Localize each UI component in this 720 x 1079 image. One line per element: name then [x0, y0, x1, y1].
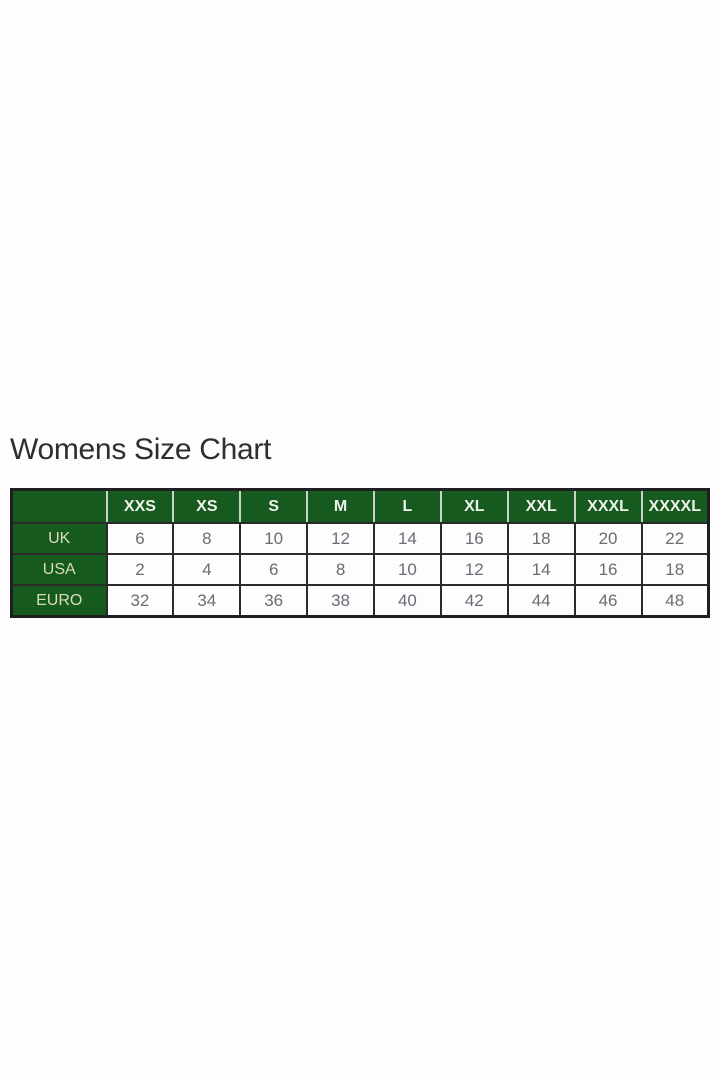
- value-cell: 18: [506, 522, 576, 555]
- table-header-row: XXS XS S M L XL XXL XXXL XXXXL: [10, 488, 710, 524]
- header-size-cell: XXL: [506, 488, 576, 524]
- header-size-cell: XXS: [105, 488, 175, 524]
- value-cell: 6: [239, 553, 309, 586]
- value-cell: 2: [105, 553, 175, 586]
- header-size-cell: XXXXL: [640, 488, 710, 524]
- value-cell: 10: [239, 522, 309, 555]
- size-chart-header: XXS XS S M L XL XXL XXXL XXXXL: [10, 488, 710, 524]
- value-cell: 32: [105, 584, 175, 618]
- value-cell: 12: [439, 553, 509, 586]
- value-cell: 6: [105, 522, 175, 555]
- row-label-cell: USA: [10, 553, 108, 586]
- value-cell: 8: [172, 522, 242, 555]
- value-cell: 12: [306, 522, 375, 555]
- value-cell: 40: [373, 584, 442, 618]
- header-size-cell: XXXL: [573, 488, 643, 524]
- value-cell: 10: [373, 553, 442, 586]
- size-chart-table: XXS XS S M L XL XXL XXXL XXXXL UK 6 8 10 12 14 16 18 20 2…: [10, 488, 710, 618]
- header-size-cell: S: [239, 488, 309, 524]
- value-cell: 14: [506, 553, 576, 586]
- header-size-cell: L: [373, 488, 442, 524]
- header-corner-cell: [10, 488, 108, 524]
- value-cell: 8: [306, 553, 375, 586]
- size-chart-body: UK 6 8 10 12 14 16 18 20 22 USA 2 4 6 8 10 12 14 16 18 EURO 3…: [10, 522, 710, 618]
- size-chart-container: XXS XS S M L XL XXL XXXL XXXXL UK 6 8 10 12 14 16 18 20 2…: [10, 488, 710, 618]
- value-cell: 16: [439, 522, 509, 555]
- value-cell: 48: [640, 584, 710, 618]
- value-cell: 22: [640, 522, 710, 555]
- value-cell: 42: [439, 584, 509, 618]
- value-cell: 16: [573, 553, 643, 586]
- value-cell: 36: [239, 584, 309, 618]
- header-size-cell: XS: [172, 488, 242, 524]
- value-cell: 20: [573, 522, 643, 555]
- table-row: USA 2 4 6 8 10 12 14 16 18: [10, 553, 710, 586]
- value-cell: 38: [306, 584, 375, 618]
- page-title: Womens Size Chart: [10, 433, 272, 466]
- header-size-cell: M: [306, 488, 375, 524]
- value-cell: 14: [373, 522, 442, 555]
- row-label-cell: UK: [10, 522, 108, 555]
- value-cell: 18: [640, 553, 710, 586]
- value-cell: 44: [506, 584, 576, 618]
- value-cell: 34: [172, 584, 242, 618]
- table-row: UK 6 8 10 12 14 16 18 20 22: [10, 522, 710, 555]
- header-size-cell: XL: [439, 488, 509, 524]
- row-label-cell: EURO: [10, 584, 108, 618]
- table-row: EURO 32 34 36 38 40 42 44 46 48: [10, 584, 710, 618]
- value-cell: 46: [573, 584, 643, 618]
- value-cell: 4: [172, 553, 242, 586]
